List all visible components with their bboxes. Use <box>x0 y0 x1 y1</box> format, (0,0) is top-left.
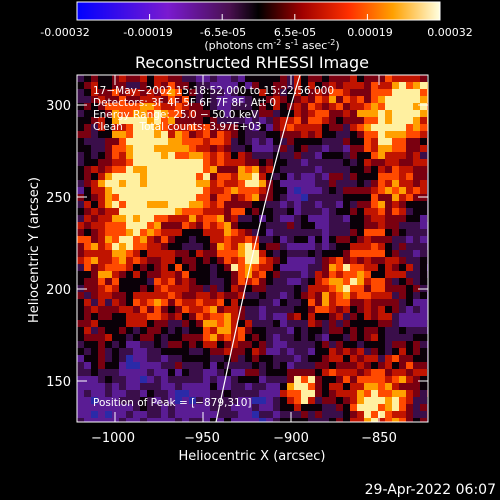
colorbar-tick-label: -0.00032 <box>40 26 89 39</box>
y-tick-label: 150 <box>46 375 71 390</box>
y-tick-label: 250 <box>46 191 71 206</box>
detectors-text: Detectors: 3F 4F 5F 6F 7F 8F, Att 0 <box>93 97 276 109</box>
plot-timestamp: 29-Apr-2022 06:07 <box>365 482 496 498</box>
colorbar-tick-label: 0.00019 <box>347 26 393 39</box>
colorbar-tick-label: 6.5e-05 <box>274 26 316 39</box>
clean-counts-text: Clean Total counts: 3.97E+03 <box>93 121 262 133</box>
axis-ticks <box>77 75 428 422</box>
colorbar-gradient <box>76 1 441 21</box>
x-tick-label: −950 <box>184 431 220 446</box>
x-tick-label: −850 <box>361 431 397 446</box>
observation-info: 17−May−2002 15:18:52.000 to 15:22:56.000… <box>93 85 334 133</box>
x-tick-label: −1000 <box>91 431 135 446</box>
energy-range-text: Energy Range: 25.0 − 50.0 keV <box>93 109 259 121</box>
y-tick-label: 200 <box>46 283 71 298</box>
image-panel <box>76 74 429 423</box>
rhessi-image <box>77 75 428 422</box>
x-axis-title: Heliocentric X (arcsec) <box>179 449 326 464</box>
solar-limb-line <box>215 75 301 422</box>
y-axis-title: Heliocentric Y (arcsec) <box>27 177 42 323</box>
time-range-text: 17−May−2002 15:18:52.000 to 15:22:56.000 <box>93 85 334 97</box>
colorbar-tick-label: -6.5e-05 <box>200 26 246 39</box>
y-tick-label: 300 <box>46 99 71 114</box>
colorbar-unit-label: (photons cm-2 s-1 asec-2) <box>204 38 339 52</box>
colorbar-tick-label: 0.00032 <box>427 26 473 39</box>
colorbar-tick-label: -0.00019 <box>123 26 172 39</box>
x-tick-label: −900 <box>273 431 309 446</box>
peak-position-text: Position of Peak = [−879,310] <box>93 397 252 409</box>
plot-title: Reconstructed RHESSI Image <box>135 53 369 72</box>
colorbar: -0.00032 -0.00019 -6.5e-05 6.5e-05 0.000… <box>40 1 473 52</box>
